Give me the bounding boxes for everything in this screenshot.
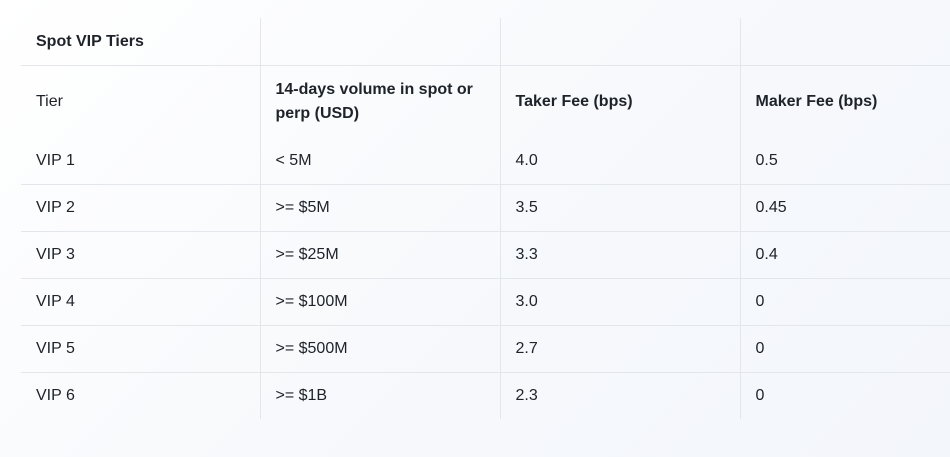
table-header-row: Tier 14-days volume in spot or perp (USD…	[21, 65, 950, 138]
table-title: Spot VIP Tiers	[36, 32, 144, 50]
table-row: VIP 3 >= $25M 3.3 0.4	[21, 231, 950, 279]
cell-maker-fee: 0.45	[739, 184, 950, 232]
table-row: VIP 6 >= $1B 2.3 0	[21, 372, 950, 419]
column-header-taker-fee: Taker Fee (bps)	[499, 65, 740, 138]
cell-taker-fee: 3.3	[499, 231, 740, 279]
cell-taker-fee: 2.7	[499, 325, 740, 373]
cell-maker-fee: 0	[739, 278, 950, 326]
cell-taker-fee: 3.5	[499, 184, 740, 232]
cell-volume: >= $1B	[259, 372, 500, 419]
cell-maker-fee: 0	[739, 372, 950, 419]
cell-tier: VIP 6	[21, 372, 260, 419]
cell-tier: VIP 1	[36, 152, 75, 169]
cell-volume: < 5M	[259, 138, 500, 185]
table-row: VIP 5 >= $500M 2.7 0	[21, 325, 950, 373]
cell-maker-fee: 0.4	[739, 231, 950, 279]
cell-taker-fee: 3.0	[499, 278, 740, 326]
table-row: VIP 1 < 5M 4.0 0.5	[21, 138, 950, 185]
cell-volume: >= $25M	[259, 231, 500, 279]
cell-volume: >= $500M	[259, 325, 500, 373]
cell-taker-fee: 4.0	[499, 138, 740, 185]
table-row: VIP 2 >= $5M 3.5 0.45	[21, 184, 950, 232]
table-row: VIP 4 >= $100M 3.0 0	[21, 278, 950, 326]
cell-tier: VIP 4	[21, 278, 260, 326]
column-header-volume: 14-days volume in spot or perp (USD)	[259, 65, 500, 138]
cell-maker-fee: 0.5	[739, 138, 950, 185]
cell-tier: VIP 5	[21, 325, 260, 373]
cell-tier: VIP 3	[21, 231, 260, 279]
table-title-row: Spot VIP Tiers	[21, 18, 950, 66]
column-header-maker-fee: Maker Fee (bps)	[739, 65, 950, 138]
cell-tier: VIP 2	[21, 184, 260, 232]
cell-taker-fee: 2.3	[499, 372, 740, 419]
cell-volume: >= $100M	[259, 278, 500, 326]
cell-volume: >= $5M	[259, 184, 500, 232]
cell-maker-fee: 0	[739, 325, 950, 373]
spot-vip-tiers-table: Spot VIP Tiers Tier 14-days volume in sp…	[21, 18, 950, 419]
column-header-tier: Tier	[21, 65, 260, 138]
